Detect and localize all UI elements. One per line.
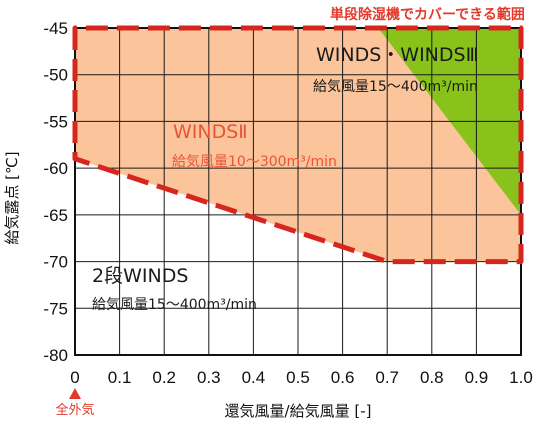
x-tick-label: 0.4 xyxy=(242,368,266,387)
region-airflow-winds-winds3: 給気風量15～400m³/min xyxy=(313,79,478,95)
y-tick-label: -60 xyxy=(43,159,68,178)
x-tick-label: 0.6 xyxy=(331,368,355,387)
tick-labels: 0 0.1 0.2 0.3 0.4 0.5 0.6 0.7 0.8 0.9 1.0 -45 -50 -55… xyxy=(43,19,532,387)
y-tick-label: -45 xyxy=(43,19,68,38)
y-tick-label: -65 xyxy=(43,206,68,225)
y-tick-label: -55 xyxy=(43,112,68,131)
region-label-winds2: WINDSⅡ xyxy=(173,121,248,143)
region-airflow-2stage-winds: 給気風量15～400m³/min xyxy=(92,297,257,313)
y-tick-label: -75 xyxy=(43,299,68,318)
x-tick-label: 0 xyxy=(70,368,79,387)
coverage-boundary-line xyxy=(72,25,524,265)
x-tick-label: 0.5 xyxy=(286,368,310,387)
x-tick-label: 0.1 xyxy=(108,368,132,387)
y-tick-label: -50 xyxy=(43,66,68,85)
y-tick-label: -80 xyxy=(43,346,68,365)
x-tick-label: 0.7 xyxy=(375,368,399,387)
region-airflow-winds2: 給気風量10～300m³/min xyxy=(172,154,337,170)
full-outdoor-air-marker xyxy=(69,388,81,399)
x-tick-label: 1.0 xyxy=(509,368,533,387)
x-tick-label: 0.9 xyxy=(465,368,489,387)
top-coverage-label: 単段除湿機でカバーできる範囲 xyxy=(330,6,525,23)
x-tick-label: 0.3 xyxy=(197,368,221,387)
region-label-2stage-winds: 2段WINDS xyxy=(92,265,188,287)
region-label-winds-winds3: WINDS・WINDSⅢ xyxy=(316,44,479,66)
x-axis-title: 還気風量/給気風量 [-] xyxy=(225,402,372,420)
x-tick-label: 0.8 xyxy=(420,368,444,387)
coverage-boundary xyxy=(72,25,524,265)
full-outdoor-air-label: 全外気 xyxy=(55,402,94,418)
y-tick-label: -70 xyxy=(43,253,68,272)
x-tick-label: 0.2 xyxy=(152,368,176,387)
y-axis-title: 給気露点 [℃] xyxy=(3,151,21,244)
